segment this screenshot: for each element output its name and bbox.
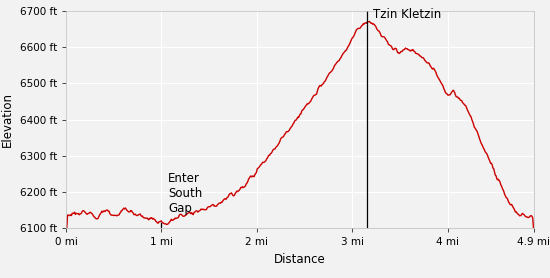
Text: Enter
South
Gap: Enter South Gap xyxy=(168,172,202,215)
Text: Tzin Kletzin: Tzin Kletzin xyxy=(373,8,442,21)
X-axis label: Distance: Distance xyxy=(274,252,326,265)
Y-axis label: Elevation: Elevation xyxy=(1,92,14,147)
